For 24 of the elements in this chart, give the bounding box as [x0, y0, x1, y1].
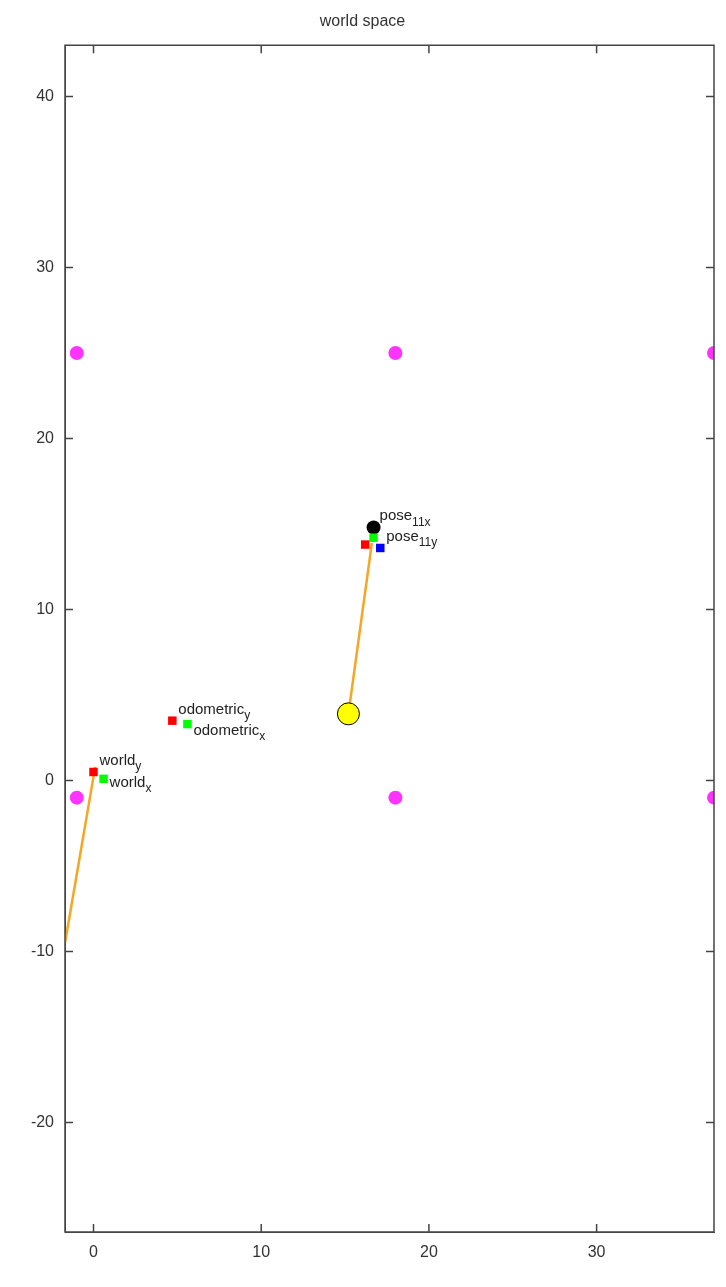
point: [376, 543, 385, 553]
x-tick-label: 0: [89, 1243, 99, 1261]
point: [89, 767, 98, 777]
y-tick-label: -10: [30, 941, 55, 959]
point: [388, 790, 403, 805]
chart-title: world space: [318, 12, 406, 30]
point: [69, 346, 84, 361]
point: [366, 520, 381, 535]
x-tick-label: 20: [420, 1243, 438, 1261]
x-tick-label: 30: [587, 1243, 606, 1261]
point: [360, 540, 370, 549]
y-tick-label: 0: [45, 770, 55, 788]
y-tick-label: 30: [36, 257, 55, 275]
point: [99, 774, 108, 784]
point: [168, 716, 177, 725]
point: [388, 346, 403, 361]
point: [183, 719, 192, 729]
y-tick-label: 20: [36, 428, 55, 446]
y-tick-label: 10: [36, 599, 55, 617]
point: [369, 533, 378, 542]
point: [69, 790, 84, 805]
y-tick-label: 40: [36, 86, 55, 104]
y-tick-label: -20: [30, 1112, 55, 1130]
x-tick-label: 10: [252, 1243, 271, 1261]
